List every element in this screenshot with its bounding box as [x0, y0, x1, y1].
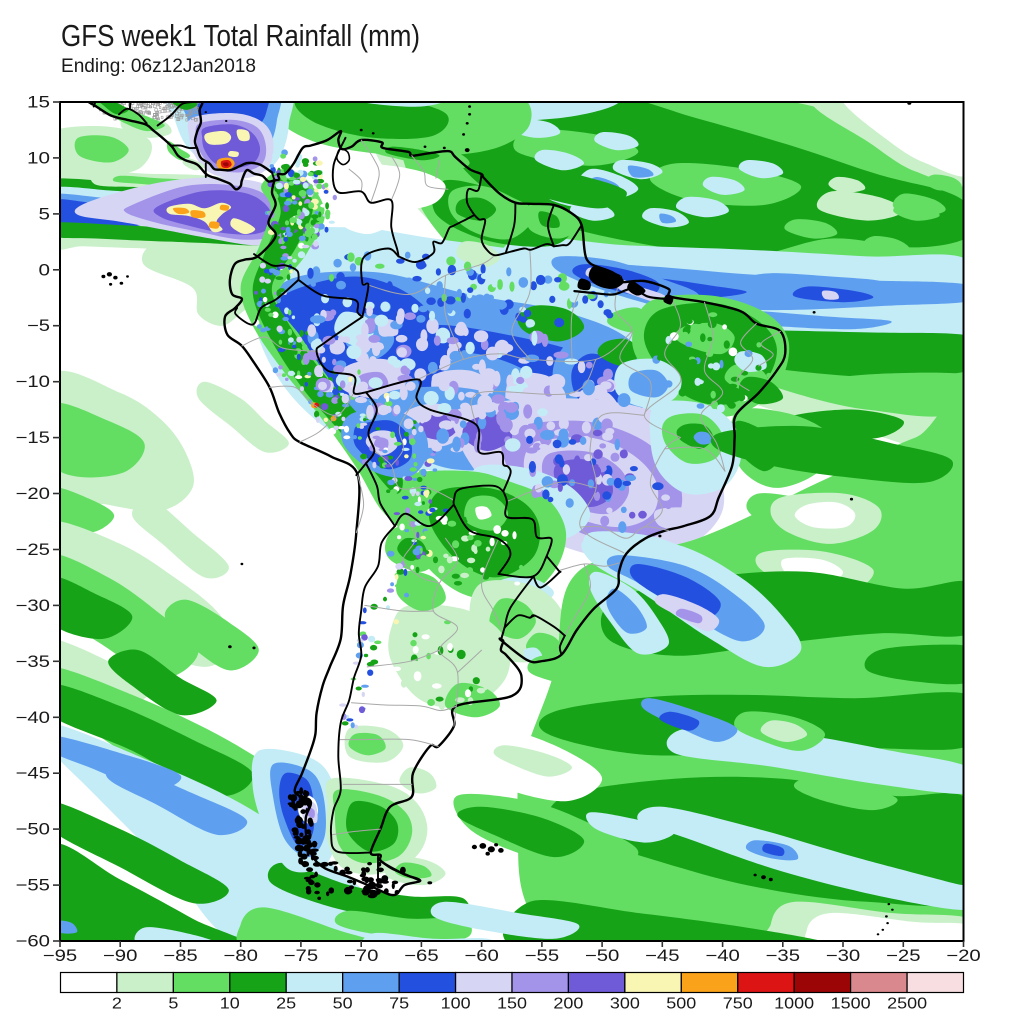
svg-text:25: 25	[276, 996, 296, 1013]
svg-text:−40: −40	[16, 709, 51, 727]
svg-text:Ending: 06z12Jan2018: Ending: 06z12Jan2018	[61, 55, 256, 77]
svg-text:−20: −20	[946, 947, 981, 965]
svg-text:50: 50	[333, 996, 353, 1013]
svg-text:−30: −30	[826, 947, 861, 965]
svg-text:200: 200	[553, 996, 583, 1013]
svg-text:150: 150	[497, 996, 527, 1013]
svg-text:500: 500	[666, 996, 696, 1013]
svg-text:15: 15	[27, 94, 50, 112]
svg-text:−40: −40	[705, 947, 740, 965]
svg-text:300: 300	[610, 996, 640, 1013]
svg-text:−5: −5	[27, 317, 50, 335]
svg-text:1000: 1000	[774, 996, 814, 1013]
svg-text:−25: −25	[886, 947, 921, 965]
svg-text:2500: 2500	[887, 996, 927, 1013]
svg-text:10: 10	[27, 149, 50, 167]
svg-text:−15: −15	[16, 429, 51, 447]
svg-text:−50: −50	[585, 947, 620, 965]
svg-text:10: 10	[220, 996, 240, 1013]
svg-text:−85: −85	[163, 947, 198, 965]
svg-text:−55: −55	[525, 947, 560, 965]
svg-text:−95: −95	[43, 947, 78, 965]
svg-text:5: 5	[39, 205, 51, 223]
svg-text:5: 5	[168, 996, 178, 1013]
svg-text:−75: −75	[284, 947, 319, 965]
svg-text:−55: −55	[16, 877, 51, 895]
svg-text:−50: −50	[16, 821, 51, 839]
svg-text:2: 2	[112, 996, 122, 1013]
svg-text:−60: −60	[16, 933, 51, 951]
svg-text:−60: −60	[464, 947, 499, 965]
svg-text:−65: −65	[404, 947, 439, 965]
svg-text:75: 75	[389, 996, 409, 1013]
svg-text:100: 100	[441, 996, 471, 1013]
svg-text:750: 750	[723, 996, 753, 1013]
svg-text:−10: −10	[16, 373, 51, 391]
svg-text:−45: −45	[645, 947, 680, 965]
svg-text:GFS week1 Total Rainfall (mm): GFS week1 Total Rainfall (mm)	[61, 18, 420, 53]
svg-text:−25: −25	[16, 541, 51, 559]
svg-text:−30: −30	[16, 597, 51, 615]
svg-text:−70: −70	[344, 947, 379, 965]
svg-text:−20: −20	[16, 485, 51, 503]
svg-text:−45: −45	[16, 765, 51, 783]
svg-text:1500: 1500	[831, 996, 871, 1013]
svg-text:−80: −80	[223, 947, 258, 965]
svg-text:0: 0	[39, 261, 51, 279]
svg-text:−35: −35	[16, 653, 51, 671]
svg-text:−35: −35	[766, 947, 801, 965]
svg-text:−90: −90	[103, 947, 138, 965]
